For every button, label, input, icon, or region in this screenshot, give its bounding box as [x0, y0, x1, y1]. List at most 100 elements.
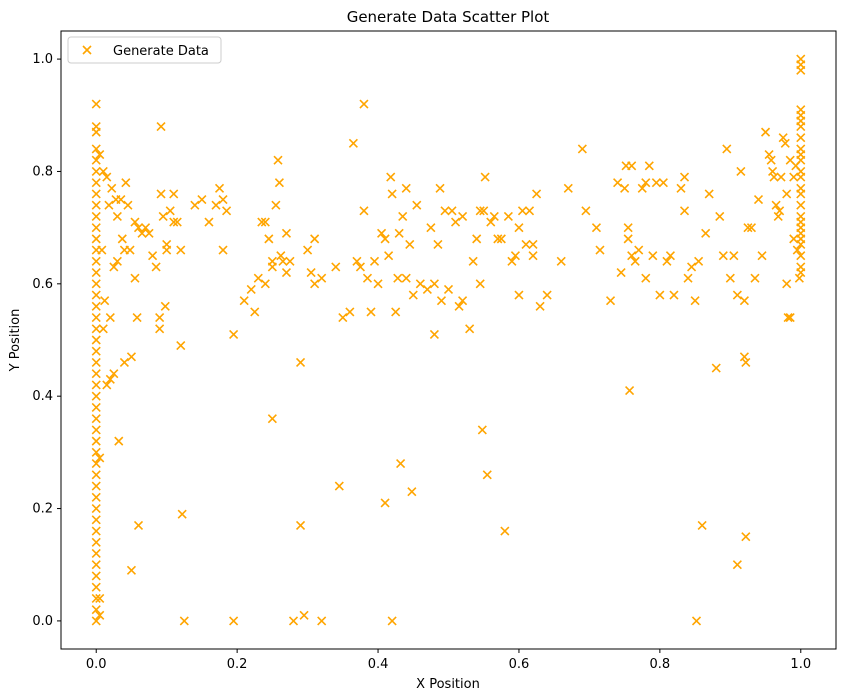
- data-point: [401, 273, 411, 283]
- data-point: [796, 239, 806, 250]
- x-axis: 0.0 0.2 0.4 0.6 0.8 1.0: [86, 649, 811, 672]
- data-point: [91, 256, 101, 266]
- data-point: [338, 312, 348, 323]
- data-point: [468, 256, 478, 266]
- y-tick-label: 0.6: [32, 277, 53, 292]
- data-point: [750, 273, 760, 283]
- data-point: [493, 234, 503, 244]
- data-point: [362, 273, 373, 283]
- legend-marker: [82, 45, 92, 55]
- data-point: [140, 223, 151, 233]
- legend-label: Generate Data: [113, 44, 209, 59]
- data-point: [95, 593, 105, 604]
- legend-marker-x-icon: [82, 45, 92, 55]
- data-point: [435, 183, 445, 193]
- data-point: [373, 279, 383, 289]
- data-point: [91, 526, 101, 536]
- data-point: [616, 268, 626, 278]
- data-point: [257, 217, 267, 227]
- data-point: [486, 217, 496, 227]
- data-point: [528, 251, 538, 261]
- data-point: [450, 217, 461, 227]
- data-point: [694, 256, 704, 266]
- data-point: [796, 133, 806, 143]
- data-point: [796, 172, 806, 182]
- data-point: [102, 380, 112, 390]
- data-point: [778, 133, 788, 143]
- data-point: [369, 256, 380, 266]
- data-point: [91, 593, 101, 604]
- data-point: [288, 616, 299, 626]
- data-point: [393, 273, 403, 283]
- data-point: [429, 329, 439, 339]
- data-point: [528, 239, 538, 250]
- data-point: [246, 284, 256, 295]
- data-point: [91, 279, 101, 289]
- data-point: [679, 206, 690, 216]
- data-point: [732, 290, 742, 300]
- data-point: [132, 312, 142, 323]
- data-point: [91, 616, 101, 626]
- data-point: [753, 194, 764, 205]
- data-point: [133, 223, 144, 233]
- data-point: [95, 150, 105, 160]
- data-point: [91, 537, 101, 547]
- data-point: [715, 211, 725, 221]
- data-point: [310, 279, 320, 289]
- data-point: [156, 121, 166, 132]
- data-point: [91, 414, 101, 424]
- data-point: [197, 194, 207, 205]
- data-point: [447, 206, 457, 216]
- data-point: [746, 223, 757, 233]
- data-point: [133, 520, 144, 530]
- data-point: [144, 228, 154, 238]
- data-point: [794, 273, 804, 283]
- data-point: [782, 279, 792, 289]
- data-point: [627, 251, 637, 261]
- data-point: [796, 155, 806, 165]
- data-point: [422, 284, 432, 295]
- data-point: [796, 251, 806, 261]
- data-point: [687, 262, 697, 272]
- data-point: [496, 234, 506, 244]
- data-point: [739, 352, 749, 362]
- data-point: [117, 234, 127, 244]
- data-point: [121, 178, 131, 188]
- data-point: [100, 296, 110, 306]
- data-point: [458, 211, 468, 221]
- data-point: [91, 166, 101, 177]
- data-point: [137, 228, 147, 238]
- data-point: [267, 256, 277, 266]
- data-point: [310, 234, 320, 244]
- data-point: [454, 301, 464, 311]
- data-point: [91, 481, 101, 491]
- data-point: [475, 206, 485, 216]
- data-point: [334, 481, 344, 491]
- data-point: [641, 178, 651, 188]
- data-point: [489, 211, 499, 221]
- x-tick-label: 1.0: [790, 657, 811, 672]
- data-point: [204, 217, 214, 227]
- data-point: [148, 251, 158, 261]
- data-point: [169, 217, 179, 227]
- data-point: [95, 453, 105, 463]
- data-point: [91, 357, 101, 368]
- x-tick-label: 0.6: [509, 657, 530, 672]
- data-point: [155, 324, 165, 334]
- data-point: [348, 138, 358, 148]
- data-point: [563, 183, 573, 193]
- data-point: [91, 503, 101, 514]
- data-point: [116, 194, 126, 205]
- data-point: [479, 206, 489, 216]
- data-point: [303, 245, 313, 255]
- data-point: [701, 228, 711, 238]
- data-point: [155, 312, 165, 323]
- data-point: [253, 273, 263, 283]
- data-point: [768, 166, 778, 177]
- data-point: [91, 548, 101, 559]
- data-point: [109, 262, 119, 272]
- data-point: [743, 223, 753, 233]
- data-point: [250, 307, 260, 317]
- data-point: [679, 172, 690, 182]
- data-point: [503, 211, 513, 221]
